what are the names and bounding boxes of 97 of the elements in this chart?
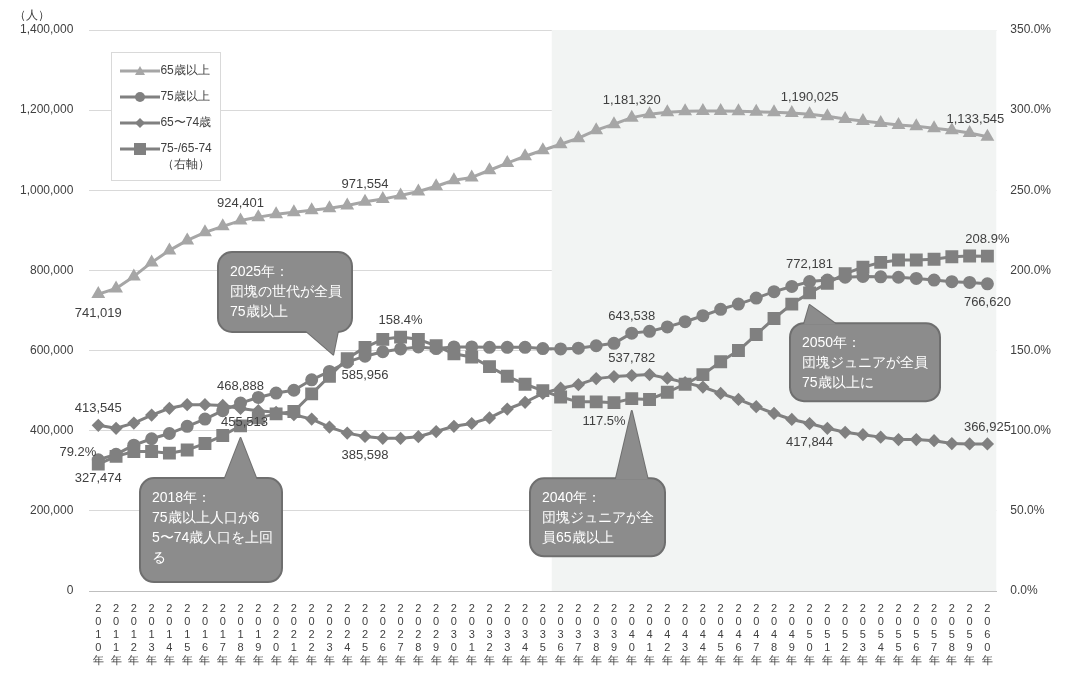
x-tick-label: 2036年 [555,601,567,667]
data-label: 585,956 [341,366,389,382]
x-tick-label: 2043年 [679,601,691,667]
legend-label: 75歳以上 [160,88,210,104]
x-tick-label: 2026年 [377,601,389,667]
x-tick-label: 2055年 [893,601,904,667]
y2-tick-label: 150.0% [1010,342,1052,357]
y-tick-label: 200,000 [29,503,74,518]
x-tick-label: 2038年 [590,601,602,667]
x-tick-label: 2037年 [572,601,584,667]
x-tick-label: 2017年 [217,601,229,667]
data-label: 158.4% [378,311,424,327]
x-tick-label: 2040年 [626,601,638,667]
x-tick-label: 2048年 [768,601,780,667]
y-tick-label: 1,400,000 [19,22,74,37]
x-tick-label: 2029年 [430,601,442,667]
x-tick-label: 2042年 [661,601,673,667]
x-tick-label: 2045年 [715,601,727,667]
x-tick-label: 2056年 [910,601,922,667]
y2-tick-label: 0.0% [1010,583,1038,598]
x-tick-label: 2051年 [821,601,833,667]
data-label: 117.5% [582,413,626,429]
y-tick-label: 1,200,000 [19,102,74,117]
data-label: 643,538 [608,307,656,323]
x-tick-label: 2039年 [608,601,620,667]
data-label: 772,181 [786,256,834,272]
data-label: 537,782 [608,350,656,366]
y-tick-label: 1,000,000 [19,182,74,197]
x-tick-label: 2052年 [839,601,851,667]
x-tick-label: 2019年 [252,601,264,667]
x-tick-label: 2044年 [697,601,709,667]
x-tick-label: 2022年 [306,601,318,667]
x-tick-label: 2059年 [964,601,976,667]
y-tick-label: 600,000 [29,342,74,357]
x-tick-label: 2014年 [163,601,175,667]
y2-tick-label: 350.0% [1010,22,1052,37]
x-tick-label: 2049年 [786,601,798,667]
x-tick-label: 2011年 [110,601,122,667]
x-tick-label: 2023年 [323,601,335,667]
y-tick-label: 800,000 [29,262,74,277]
data-label: 766,620 [963,294,1011,310]
x-tick-label: 2057年 [928,601,940,667]
y2-tick-label: 250.0% [1010,182,1052,197]
annotation: 2018年：75歳以上人口が65〜74歳人口を上回る [152,488,274,567]
x-tick-label: 2013年 [146,601,158,667]
data-label: 208.9% [965,230,1010,246]
x-tick-label: 2016年 [199,601,211,667]
x-tick-label: 2027年 [395,601,407,667]
x-tick-label: 2058年 [946,601,958,667]
x-tick-label: 2012年 [128,601,140,667]
data-label: 385,598 [341,447,389,463]
y2-tick-label: 200.0% [1010,262,1052,277]
data-label: 327,474 [74,470,122,486]
y2-tick-label: 50.0% [1010,503,1045,518]
annotation: 2040年：団塊ジュニアが全員65歳以上 [542,488,655,547]
data-label: 1,190,025 [780,88,839,104]
legend-label: 65歳以上 [160,62,210,78]
data-label: 468,888 [217,377,265,393]
data-label: 413,545 [74,399,122,415]
x-tick-label: 2015年 [181,601,193,667]
data-label: 417,844 [786,434,834,450]
x-tick-label: 2031年 [466,601,478,667]
x-tick-label: 2046年 [732,601,744,667]
x-tick-label: 2035年 [537,601,549,667]
x-tick-label: 2028年 [412,601,424,667]
x-tick-label: 2033年 [501,601,513,667]
y-tick-label: 0 [66,583,74,598]
y-axis-title: （人） [14,8,50,23]
y2-tick-label: 300.0% [1010,102,1052,117]
legend-label: 65〜74歳 [160,114,212,130]
data-label: 366,925 [963,418,1011,434]
x-tick-label: 2020年 [270,601,282,667]
x-tick-label: 2010年 [92,601,104,667]
x-tick-label: 2025年 [359,601,371,667]
annotation: 2050年：団塊ジュニアが全員75歳以上に [802,333,929,392]
x-tick-label: 2034年 [519,601,531,667]
x-tick-label: 2050年 [804,601,816,667]
x-tick-label: 2060年 [981,601,993,667]
data-label: 924,401 [217,195,265,211]
x-tick-label: 2018年 [235,601,247,667]
x-tick-label: 2041年 [644,601,656,667]
legend-label: 75-/65-74 （右軸） [160,140,212,172]
x-tick-label: 2030年 [448,601,460,667]
annotation: 2025年：団塊の世代が全員75歳以上 [230,262,343,321]
x-tick-label: 2054年 [875,601,887,667]
data-label: 971,554 [341,176,389,192]
y2-tick-label: 100.0% [1010,423,1052,438]
data-label: 741,019 [74,304,122,320]
y-tick-label: 400,000 [29,423,74,438]
x-tick-label: 2032年 [483,601,495,667]
data-label: 79.2% [59,443,97,459]
data-label: 1,181,320 [602,92,661,108]
data-label: 1,133,545 [946,111,1005,127]
x-tick-label: 2024年 [341,601,353,667]
x-tick-label: 2053年 [857,601,869,667]
x-tick-label: 2047年 [750,601,762,667]
x-tick-label: 2021年 [288,601,300,667]
